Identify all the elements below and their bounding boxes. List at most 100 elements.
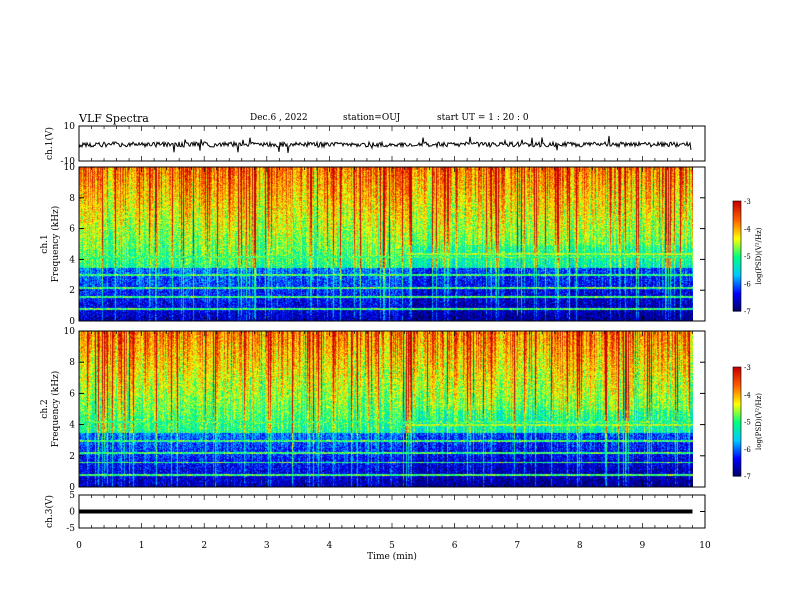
colorbar-segment (733, 441, 741, 444)
colorbar-segment (733, 274, 741, 277)
colorbar-segment (733, 388, 741, 392)
colorbar-segment (733, 223, 741, 226)
colorbar-segment (733, 237, 741, 241)
colorbar-segment (733, 210, 741, 213)
colorbar-segment (733, 303, 741, 307)
colorbar-segment (733, 290, 741, 294)
colorbar-segment (733, 228, 741, 231)
colorbar-frame (732, 200, 742, 312)
y-tick-label: 6 (69, 225, 75, 235)
colorbar-segment (733, 226, 741, 230)
colorbar-tick-label: -5 (744, 253, 751, 261)
colorbar-segment (733, 379, 741, 383)
colorbar-segment (733, 403, 741, 406)
colorbar-segment (733, 436, 741, 439)
colorbar-segment (733, 272, 741, 275)
y-axis-label: ch.1 (40, 234, 50, 253)
colorbar-segment (733, 470, 741, 473)
colorbar-segment (733, 224, 741, 228)
colorbar-segment (733, 385, 741, 388)
colorbar-segment (733, 406, 741, 410)
colorbar-segment (733, 416, 741, 419)
colorbar-segment (733, 243, 741, 246)
colorbar-segment (733, 439, 741, 443)
y-tick-label: 2 (69, 452, 75, 462)
colorbar-segment (733, 281, 741, 285)
colorbar-segment (733, 443, 741, 446)
colorbar-segment (733, 232, 741, 235)
colorbar-segment (733, 246, 741, 250)
colorbar-segment (733, 370, 741, 374)
y-tick-label: 8 (69, 358, 75, 368)
colorbar-segment (733, 298, 741, 301)
y-tick-label: 6 (69, 389, 75, 399)
colorbar-segment (733, 257, 741, 261)
colorbar-segment (733, 267, 741, 270)
colorbar-segment (733, 301, 741, 305)
colorbar-segment (733, 428, 741, 432)
colorbar-segment (733, 446, 741, 450)
colorbar-tick-label: -3 (744, 364, 751, 372)
colorbar-segment (733, 465, 741, 468)
x-tick-label: 3 (264, 541, 270, 551)
colorbar-segment (733, 399, 741, 403)
colorbar-segment (733, 234, 741, 237)
colorbar-segment (733, 261, 741, 264)
colorbar-segment (733, 276, 741, 279)
x-tick-label: 6 (452, 541, 458, 551)
colorbar-tick-label: -4 (744, 226, 751, 234)
colorbar-segment (733, 461, 741, 464)
y-tick-label: -10 (61, 157, 76, 167)
y-tick-label: 0 (69, 483, 75, 493)
colorbar-segment (733, 248, 741, 252)
colorbar-segment (733, 289, 741, 292)
colorbar-segment (733, 239, 741, 242)
y-tick-label: 0 (69, 508, 75, 518)
colorbar-label: log(PSD)(V²/Hz) (755, 227, 763, 284)
x-tick-label: 5 (389, 541, 395, 551)
colorbar-segment (733, 263, 741, 266)
colorbar-segment (733, 432, 741, 435)
colorbar-tick-label: -6 (744, 281, 751, 289)
colorbar-tick-label: -5 (744, 419, 751, 427)
colorbar-segment (733, 215, 741, 219)
colorbar-segment (733, 377, 741, 381)
ch1-waveform-line (78, 135, 692, 153)
colorbar-segment (733, 423, 741, 426)
x-tick-label: 8 (577, 541, 583, 551)
colorbar-segment (733, 285, 741, 288)
y-tick-label: 10 (64, 163, 76, 173)
colorbar-segment (733, 474, 741, 477)
colorbar-segment (733, 283, 741, 286)
colorbar-segment (733, 206, 741, 209)
colorbar-segment (733, 202, 741, 206)
colorbar-segment (733, 259, 741, 263)
colorbar-tick-label: -7 (744, 308, 751, 316)
colorbar-segment (733, 368, 741, 372)
colorbar-segment (733, 279, 741, 283)
colorbar-segment (733, 410, 741, 414)
station-label: station=OUJ (343, 113, 401, 123)
x-tick-label: 9 (640, 541, 646, 551)
colorbar-segment (733, 252, 741, 255)
colorbar-segment (733, 309, 741, 312)
y-axis-label: Frequency (kHz) (50, 206, 61, 283)
colorbar-segment (733, 278, 741, 281)
colorbar-segment (733, 250, 741, 253)
colorbar-segment (733, 235, 741, 239)
colorbar-segment (733, 390, 741, 394)
colorbar-segment (733, 305, 741, 308)
colorbar-segment (733, 425, 741, 428)
colorbar-frame (732, 366, 742, 477)
colorbar-segment (733, 221, 741, 224)
x-tick-label: 0 (76, 541, 82, 551)
y-axis-label: ch.3(V) (44, 495, 55, 528)
colorbar-segment (733, 430, 741, 433)
colorbar-segment (733, 217, 741, 220)
colorbar-tick-label: -4 (744, 391, 751, 399)
colorbar-segment (733, 437, 741, 441)
colorbar-segment (733, 412, 741, 415)
colorbar-tick-label: -6 (744, 446, 751, 454)
colorbar-segment (733, 405, 741, 408)
